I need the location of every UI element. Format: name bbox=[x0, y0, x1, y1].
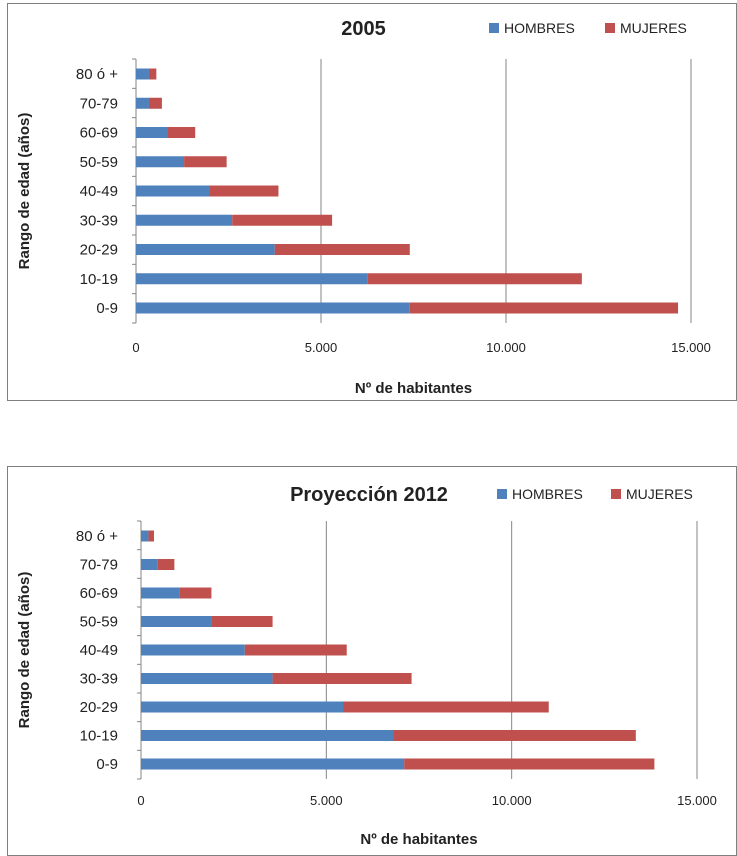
bar-mujeres-70-79 bbox=[148, 97, 162, 109]
bar-mujeres-20-29 bbox=[274, 244, 410, 255]
chart-2005: 0-9 10-19 20-29 30-39 40-49 50-59 60-69 70-79 80… bbox=[7, 3, 737, 401]
bar-mujeres-80- bbox=[148, 530, 154, 542]
category-label: 50-59 bbox=[80, 154, 118, 171]
bar-mujeres-20-29 bbox=[343, 701, 549, 713]
category-label: 40-49 bbox=[80, 183, 118, 200]
bar-mujeres-30-39 bbox=[232, 214, 333, 226]
category-label: 10-19 bbox=[80, 271, 118, 288]
y-axis-label: Rango de edad (años) bbox=[16, 572, 33, 729]
bar-hombres-20-29 bbox=[141, 701, 344, 713]
bar-hombres-40-49 bbox=[136, 185, 210, 197]
bar-hombres-60-69 bbox=[141, 587, 180, 599]
x-tick-label: 10.000 bbox=[492, 793, 532, 808]
bar-hombres-80- bbox=[141, 530, 149, 542]
bar-mujeres-60-69 bbox=[179, 587, 212, 599]
category-label: 80 ó + bbox=[76, 66, 118, 83]
category-label: 50-59 bbox=[80, 614, 118, 631]
chart-2005-svg: 0-9 10-19 20-29 30-39 40-49 50-59 60-69 70-79 80… bbox=[16, 18, 711, 397]
chart-title: Proyección 2012 bbox=[290, 484, 448, 506]
category-label: 40-49 bbox=[80, 642, 118, 659]
legend-label-mujeres: MUJERES bbox=[620, 20, 687, 36]
bar-mujeres-0-9 bbox=[404, 758, 655, 770]
category-label: 20-29 bbox=[80, 699, 118, 716]
chart-proyeccion-2012: 0-9 10-19 20-29 30-39 40-49 50-59 60-69 70-79 80… bbox=[7, 466, 737, 856]
x-tick-label: 0 bbox=[137, 793, 144, 808]
legend-swatch-mujeres bbox=[611, 489, 621, 499]
bar-hombres-10-19 bbox=[141, 730, 394, 741]
category-label: 10-19 bbox=[80, 728, 118, 745]
bar-mujeres-10-19 bbox=[367, 273, 582, 285]
chart-proyeccion-2012-svg: 0-9 10-19 20-29 30-39 40-49 50-59 60-69 70-79 80… bbox=[16, 484, 717, 848]
category-label: 80 ó + bbox=[76, 528, 118, 545]
chart-title: 2005 bbox=[341, 18, 386, 40]
bar-hombres-40-49 bbox=[141, 644, 245, 656]
bar-hombres-0-9 bbox=[136, 302, 410, 314]
bar-hombres-0-9 bbox=[141, 758, 405, 770]
bar-hombres-70-79 bbox=[141, 559, 158, 570]
bar-mujeres-70-79 bbox=[157, 559, 175, 570]
category-label: 0-9 bbox=[96, 300, 118, 317]
bar-mujeres-40-49 bbox=[210, 185, 279, 197]
bar-mujeres-80- bbox=[148, 68, 157, 80]
x-tick-label: 15.000 bbox=[671, 340, 711, 355]
legend-label-hombres: HOMBRES bbox=[504, 20, 575, 36]
bar-hombres-30-39 bbox=[141, 673, 273, 684]
bar-mujeres-60-69 bbox=[167, 127, 196, 138]
bar-hombres-80- bbox=[136, 68, 149, 80]
legend-label-hombres: HOMBRES bbox=[512, 486, 583, 502]
bar-mujeres-30-39 bbox=[272, 673, 412, 684]
bar-hombres-10-19 bbox=[136, 273, 368, 285]
category-label: 30-39 bbox=[80, 212, 118, 229]
bar-hombres-50-59 bbox=[141, 616, 212, 627]
bar-hombres-70-79 bbox=[136, 97, 149, 109]
bar-mujeres-0-9 bbox=[409, 302, 679, 314]
bar-mujeres-50-59 bbox=[211, 616, 273, 627]
x-tick-label: 5.000 bbox=[305, 340, 338, 355]
category-label: 60-69 bbox=[80, 125, 118, 142]
y-axis-label: Rango de edad (años) bbox=[16, 113, 33, 270]
x-tick-label: 5.000 bbox=[310, 793, 343, 808]
legend-swatch-mujeres bbox=[605, 23, 615, 33]
x-tick-label: 0 bbox=[132, 340, 139, 355]
category-label: 70-79 bbox=[80, 95, 118, 112]
category-label: 70-79 bbox=[80, 557, 118, 574]
bar-mujeres-10-19 bbox=[393, 730, 636, 741]
bar-hombres-20-29 bbox=[136, 244, 275, 255]
bar-mujeres-50-59 bbox=[184, 156, 227, 168]
category-label: 60-69 bbox=[80, 585, 118, 602]
legend-swatch-hombres bbox=[489, 23, 499, 33]
bar-mujeres-40-49 bbox=[244, 644, 347, 656]
legend-label-mujeres: MUJERES bbox=[626, 486, 693, 502]
bar-hombres-60-69 bbox=[136, 127, 168, 138]
x-axis-label: Nº de habitantes bbox=[355, 380, 472, 397]
category-label: 20-29 bbox=[80, 242, 118, 259]
bar-hombres-30-39 bbox=[136, 214, 233, 226]
category-label: 0-9 bbox=[96, 756, 118, 773]
x-tick-label: 15.000 bbox=[677, 793, 717, 808]
legend-swatch-hombres bbox=[497, 489, 507, 499]
x-axis-label: Nº de habitantes bbox=[360, 831, 477, 848]
category-label: 30-39 bbox=[80, 671, 118, 688]
bar-hombres-50-59 bbox=[136, 156, 185, 168]
x-tick-label: 10.000 bbox=[486, 340, 526, 355]
